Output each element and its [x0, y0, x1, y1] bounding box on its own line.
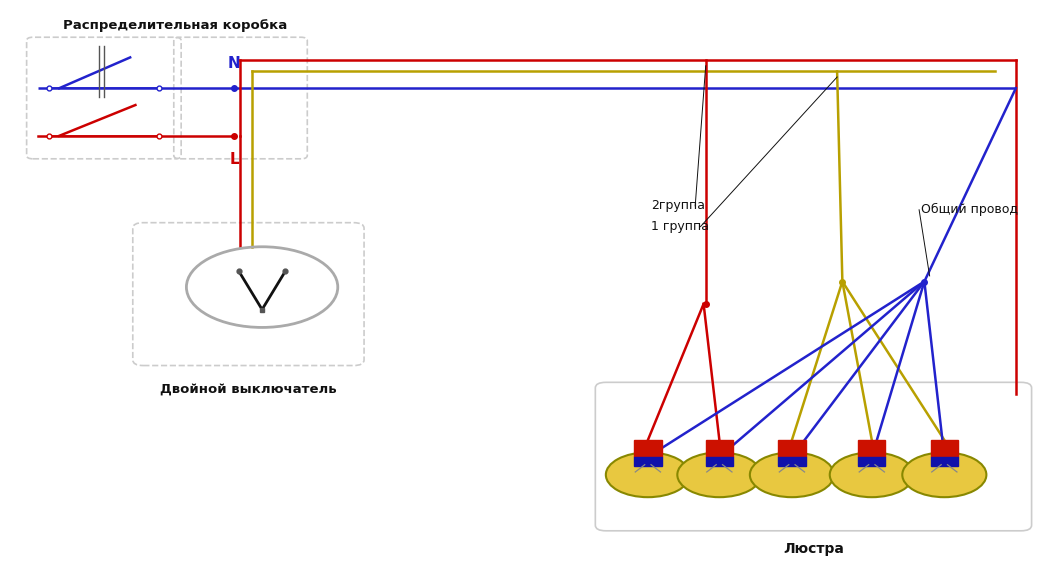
Text: Люстра: Люстра [783, 542, 844, 556]
Polygon shape [635, 457, 662, 466]
Polygon shape [635, 440, 662, 457]
Text: L: L [230, 151, 239, 167]
Text: 1 группа: 1 группа [651, 220, 709, 233]
Text: Распределительная коробка: Распределительная коробка [63, 19, 287, 32]
Circle shape [606, 452, 690, 497]
Text: N: N [228, 56, 241, 72]
Text: Двойной выключатель: Двойной выключатель [160, 382, 336, 395]
Polygon shape [858, 457, 885, 466]
Circle shape [749, 452, 834, 497]
Polygon shape [931, 440, 958, 457]
Polygon shape [706, 457, 733, 466]
Circle shape [902, 452, 987, 497]
Polygon shape [706, 440, 733, 457]
Text: 2группа: 2группа [651, 199, 705, 212]
Polygon shape [778, 457, 805, 466]
Polygon shape [778, 440, 805, 457]
Polygon shape [931, 457, 958, 466]
Text: Общий провод: Общий провод [921, 203, 1018, 216]
Polygon shape [858, 440, 885, 457]
Circle shape [829, 452, 914, 497]
Circle shape [678, 452, 761, 497]
